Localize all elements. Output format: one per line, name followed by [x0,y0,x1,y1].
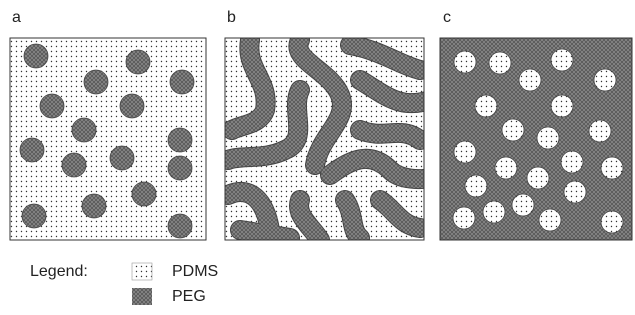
legend-swatch [132,288,152,305]
legend: Legend: PDMS PEG [30,263,218,305]
panel-c [440,38,632,240]
panel-b [225,38,430,240]
legend-label: PDMS [172,263,218,280]
panel-label: b [227,9,236,26]
legend-swatch [132,263,152,280]
panel-a [10,38,206,240]
panel-label: a [12,9,21,26]
legend-label: PEG [172,288,206,305]
legend-title: Legend: [30,263,88,280]
figure: a b c [0,0,635,315]
panel-label: c [443,9,451,26]
